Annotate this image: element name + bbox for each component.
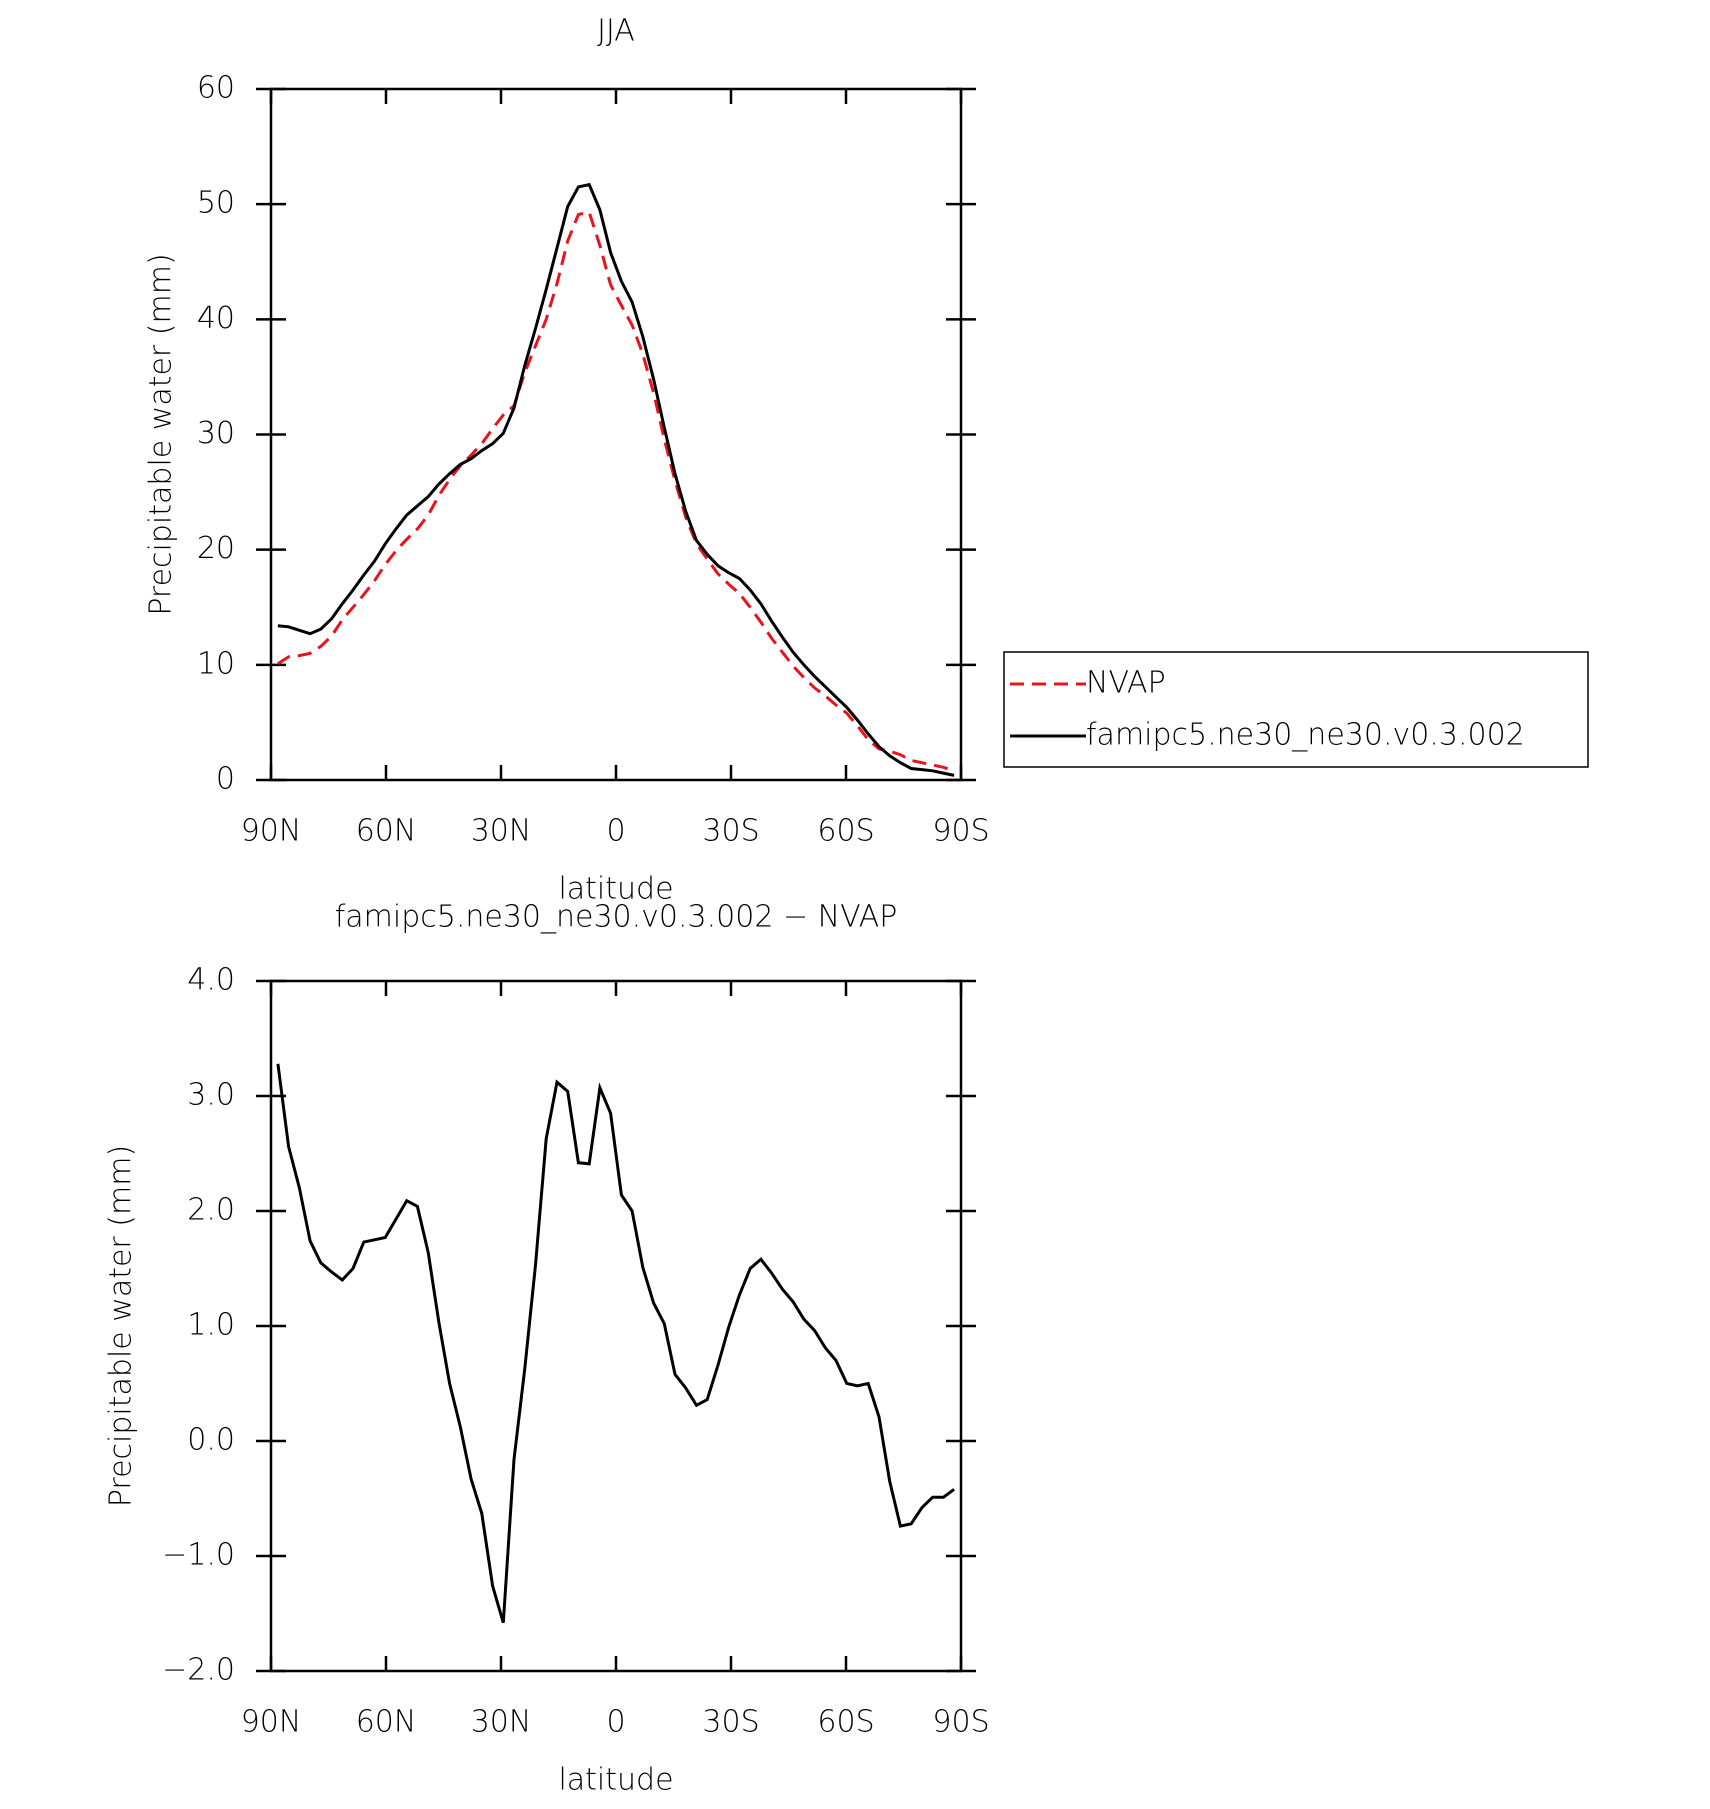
x-tick-label: 90S (932, 1705, 989, 1740)
y-tick-label: 60 (197, 71, 235, 106)
x-tick-label: 30N (471, 814, 532, 849)
x-tick-label: 60N (356, 1705, 417, 1740)
x-tick-label: 60S (817, 1705, 874, 1740)
y-tick-label: 2.0 (187, 1193, 235, 1228)
y-axis-label: Precipitable water (mm) (104, 1145, 139, 1507)
x-tick-label: 0 (606, 1705, 625, 1740)
y-tick-label: 4.0 (187, 963, 235, 998)
y-tick-label: 40 (197, 301, 235, 336)
legend-label: NVAP (1086, 666, 1166, 701)
x-tick-label: 30S (702, 814, 759, 849)
x-axis-label: latitude (558, 872, 673, 907)
y-tick-label: 1.0 (187, 1308, 235, 1343)
x-tick-label: 60N (356, 814, 417, 849)
x-tick-label: 30S (702, 1705, 759, 1740)
x-tick-label: 60S (817, 814, 874, 849)
y-axis-label: Precipitable water (mm) (144, 253, 179, 615)
y-tick-label: 3.0 (187, 1078, 235, 1113)
x-tick-label: 0 (606, 814, 625, 849)
legend-label: famipc5.ne30_ne30.v0.3.002 (1086, 718, 1525, 753)
x-tick-label: 90N (241, 814, 302, 849)
x-tick-label: 90N (241, 1705, 302, 1740)
y-tick-label: 30 (197, 416, 235, 451)
x-tick-label: 90S (932, 814, 989, 849)
y-tick-label: 20 (197, 531, 235, 566)
y-tick-label: 50 (197, 186, 235, 221)
y-tick-label: −2.0 (162, 1653, 235, 1688)
data-line (277, 210, 955, 773)
data-line (277, 182, 955, 777)
chart-title: JJA (597, 14, 635, 49)
plot-frame (269, 87, 963, 782)
x-axis-label: latitude (558, 1763, 673, 1798)
y-tick-label: 0.0 (187, 1423, 235, 1458)
plot-frame (269, 979, 963, 1673)
chart-title: famipc5.ne30_ne30.v0.3.002 − NVAP (335, 900, 898, 935)
y-tick-label: 0 (216, 762, 235, 797)
legend-box (1003, 651, 1589, 768)
y-tick-label: −1.0 (162, 1538, 235, 1573)
data-line (276, 1063, 955, 1624)
x-tick-label: 30N (471, 1705, 532, 1740)
y-tick-label: 10 (197, 646, 235, 681)
